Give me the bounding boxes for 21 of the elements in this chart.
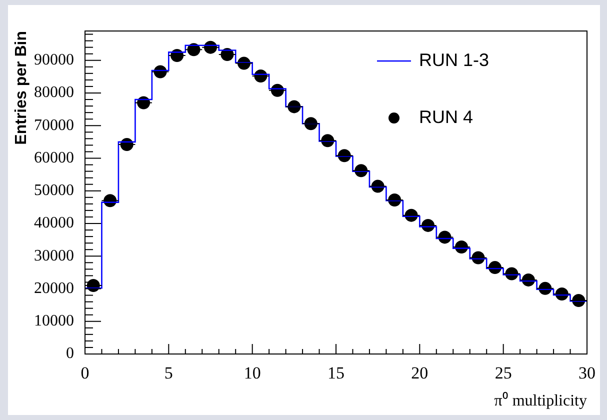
y-tick-label: 80000	[34, 84, 74, 102]
x-tick-label: 20	[411, 364, 428, 383]
x-tick-label: 25	[494, 364, 512, 383]
y-tick-label: 60000	[34, 149, 74, 166]
y-tick-label: 90000	[34, 52, 74, 69]
y-tick-label: 20000	[34, 280, 74, 297]
y-tick-label: 10000	[34, 312, 74, 330]
legend-label: RUN 4	[419, 106, 474, 127]
x-tick-label: 30	[578, 364, 596, 383]
x-tick-label: 0	[80, 364, 90, 383]
x-tick-label: 5	[164, 364, 173, 383]
y-tick-label: 30000	[34, 247, 74, 264]
x-axis-title: π⁰ multiplicity	[494, 392, 587, 410]
y-tick-label: 0	[66, 345, 74, 362]
x-tick-label: 10	[244, 364, 261, 383]
x-tick-label: 15	[328, 364, 344, 383]
y-axis-title: Entries per Bin	[13, 31, 30, 145]
y-tick-label: 70000	[34, 116, 74, 134]
y-tick-label: 40000	[34, 214, 74, 232]
legend-label: RUN 1-3	[419, 50, 490, 70]
y-tick-label: 50000	[34, 182, 74, 200]
